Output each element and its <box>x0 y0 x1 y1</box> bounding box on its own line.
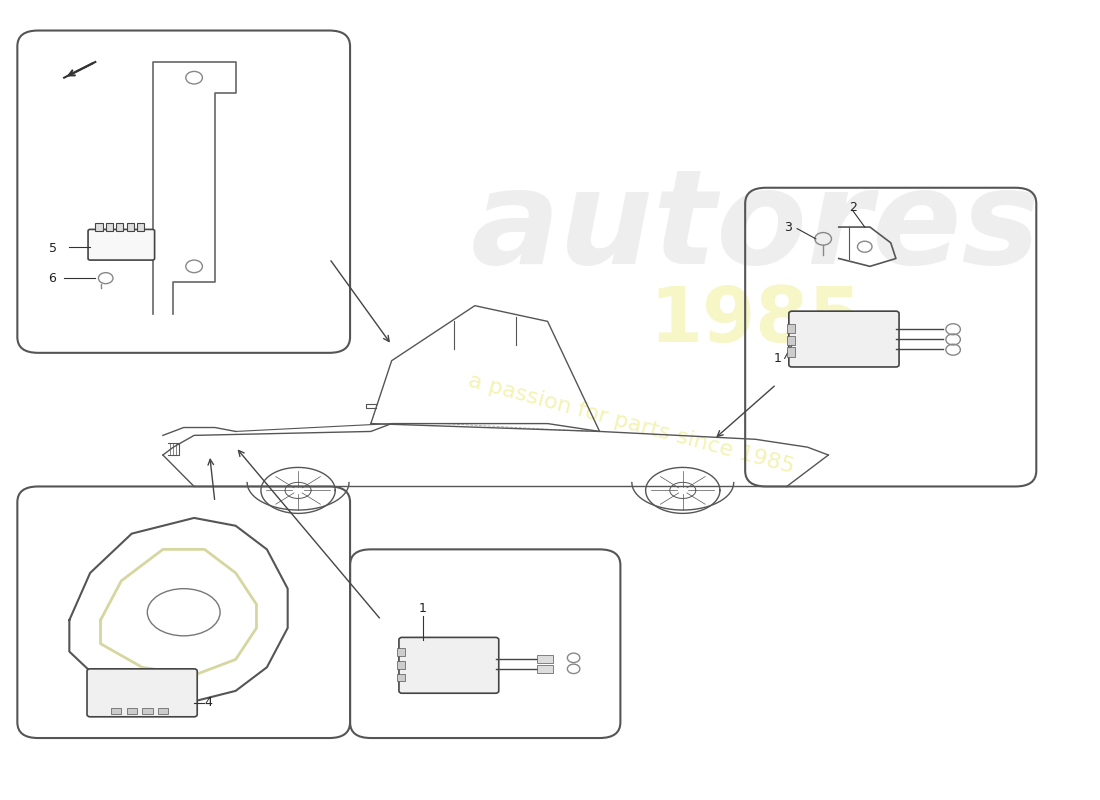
FancyBboxPatch shape <box>399 638 498 694</box>
Bar <box>106 223 113 231</box>
Bar <box>142 708 153 714</box>
Text: 1: 1 <box>419 602 427 615</box>
Text: 4: 4 <box>205 696 212 709</box>
Text: 6: 6 <box>48 272 56 285</box>
Bar <box>136 223 144 231</box>
Bar <box>96 223 102 231</box>
Bar <box>126 708 136 714</box>
Text: 3: 3 <box>784 221 792 234</box>
Bar <box>397 649 405 656</box>
Text: 2: 2 <box>849 201 857 214</box>
Bar <box>786 347 795 357</box>
FancyBboxPatch shape <box>789 311 899 367</box>
FancyBboxPatch shape <box>87 669 197 717</box>
Bar <box>117 223 123 231</box>
Bar <box>397 661 405 669</box>
Text: a passion for parts since 1985: a passion for parts since 1985 <box>465 370 796 477</box>
Bar <box>786 335 795 345</box>
Bar <box>786 324 795 333</box>
Bar <box>111 708 121 714</box>
Text: autores: autores <box>471 163 1041 290</box>
Text: 1: 1 <box>773 352 782 365</box>
FancyBboxPatch shape <box>88 230 155 260</box>
Bar <box>157 708 168 714</box>
Text: 5: 5 <box>48 242 56 254</box>
Text: 1985: 1985 <box>649 284 862 358</box>
Bar <box>126 223 134 231</box>
Bar <box>397 674 405 682</box>
Bar <box>537 655 553 663</box>
Bar <box>537 665 553 673</box>
